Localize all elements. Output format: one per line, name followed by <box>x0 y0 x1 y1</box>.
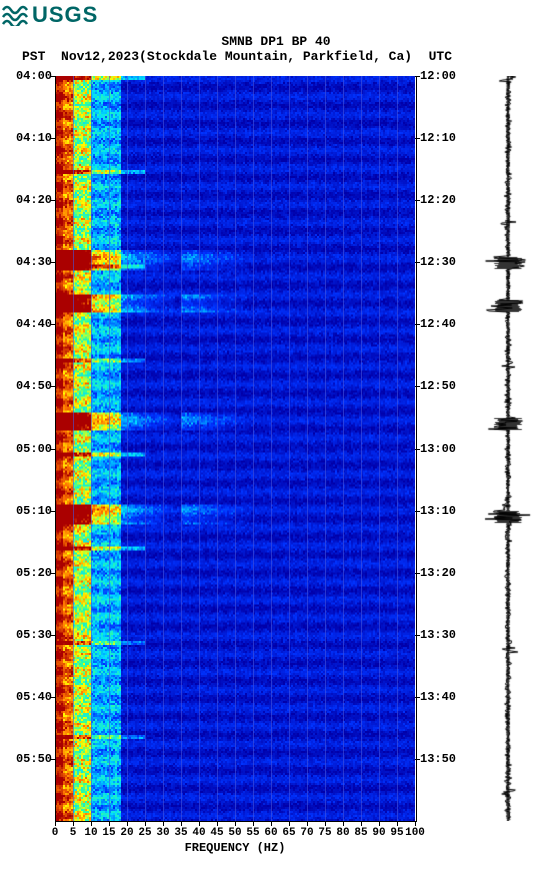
y-right-label: 12:50 <box>420 379 456 393</box>
x-tick-label: 10 <box>84 827 97 839</box>
x-tick-label: 80 <box>336 827 349 839</box>
y-right-label: 12:20 <box>420 193 456 207</box>
y-right-label: 13:10 <box>420 504 456 518</box>
y-left-label: 04:20 <box>8 193 52 207</box>
y-right-label: 13:30 <box>420 628 456 642</box>
x-tick-label: 5 <box>70 827 77 839</box>
y-left-label: 04:30 <box>8 255 52 269</box>
x-tick-label: 15 <box>102 827 115 839</box>
y-left-label: 05:40 <box>8 690 52 704</box>
x-tick-label: 75 <box>318 827 331 839</box>
x-axis: FREQUENCY (HZ) 05 10 15 20 25 30 35 40 45 50 55 60 6… <box>55 821 415 856</box>
x-tick-label: 25 <box>138 827 151 839</box>
x-tick-label: 70 <box>300 827 313 839</box>
wave-icon <box>2 4 28 26</box>
x-tick-label: 95 <box>390 827 403 839</box>
x-tick-label: 55 <box>246 827 259 839</box>
x-tick-label: 40 <box>192 827 205 839</box>
x-tick-label: 85 <box>354 827 367 839</box>
y-left-label: 04:40 <box>8 317 52 331</box>
y-left-label: 05:50 <box>8 752 52 766</box>
y-left-label: 04:10 <box>8 131 52 145</box>
y-left-label: 05:30 <box>8 628 52 642</box>
chart-title: SMNB DP1 BP 40 <box>0 34 552 49</box>
y-right-label: 13:50 <box>420 752 456 766</box>
left-tz-label: PST Nov12,2023(Stockdale Mountain, Parkf… <box>22 49 412 64</box>
x-tick-label: 100 <box>405 827 425 839</box>
waveform-trace <box>478 76 538 821</box>
logo-text: USGS <box>32 2 98 28</box>
y-right-label: 12:30 <box>420 255 456 269</box>
y-right-label: 13:40 <box>420 690 456 704</box>
x-tick-label: 0 <box>52 827 59 839</box>
x-tick-label: 45 <box>210 827 223 839</box>
plot-area: FREQUENCY (HZ) 05 10 15 20 25 30 35 40 45 50 55 60 6… <box>8 76 548 856</box>
x-axis-title: FREQUENCY (HZ) <box>55 841 415 855</box>
x-tick-label: 30 <box>156 827 169 839</box>
y-left-label: 05:00 <box>8 442 52 456</box>
x-tick-label: 50 <box>228 827 241 839</box>
right-tz-label: UTC <box>429 49 452 64</box>
y-right-label: 12:00 <box>420 69 456 83</box>
x-tick-label: 65 <box>282 827 295 839</box>
x-tick-label: 90 <box>372 827 385 839</box>
y-left-label: 04:50 <box>8 379 52 393</box>
y-left-label: 04:00 <box>8 69 52 83</box>
y-right-label: 12:40 <box>420 317 456 331</box>
spectrogram <box>55 76 415 821</box>
x-tick-label: 60 <box>264 827 277 839</box>
y-left-label: 05:20 <box>8 566 52 580</box>
y-right-label: 12:10 <box>420 131 456 145</box>
chart-subtitle: PST Nov12,2023(Stockdale Mountain, Parkf… <box>12 49 462 64</box>
y-left-label: 05:10 <box>8 504 52 518</box>
x-tick-label: 35 <box>174 827 187 839</box>
y-right-label: 13:20 <box>420 566 456 580</box>
y-right-label: 13:00 <box>420 442 456 456</box>
usgs-logo: USGS <box>0 0 552 28</box>
x-tick-label: 20 <box>120 827 133 839</box>
